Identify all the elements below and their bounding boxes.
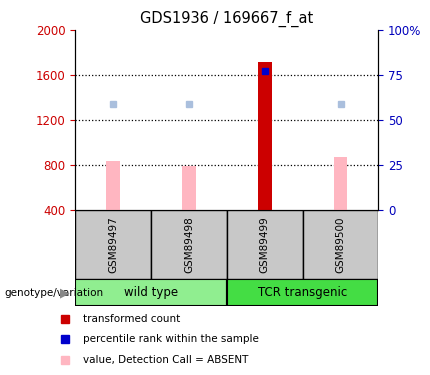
Text: value, Detection Call = ABSENT: value, Detection Call = ABSENT <box>83 355 249 365</box>
Bar <box>75 210 151 279</box>
Bar <box>75 279 227 306</box>
Text: genotype/variation: genotype/variation <box>4 288 104 298</box>
Text: GSM89498: GSM89498 <box>184 216 194 273</box>
Text: TCR transgenic: TCR transgenic <box>258 286 347 299</box>
Bar <box>227 279 378 306</box>
Text: GSM89500: GSM89500 <box>335 216 346 273</box>
Title: GDS1936 / 169667_f_at: GDS1936 / 169667_f_at <box>140 11 313 27</box>
Text: wild type: wild type <box>124 286 178 299</box>
Text: ▶: ▶ <box>60 286 69 299</box>
Bar <box>258 62 271 210</box>
Text: transformed count: transformed count <box>83 314 180 324</box>
Bar <box>227 210 303 279</box>
Bar <box>334 157 347 210</box>
Bar <box>182 166 196 210</box>
Text: percentile rank within the sample: percentile rank within the sample <box>83 334 259 344</box>
Text: GSM89497: GSM89497 <box>108 216 118 273</box>
Bar <box>303 210 378 279</box>
Text: GSM89499: GSM89499 <box>260 216 270 273</box>
Bar <box>106 160 120 210</box>
Bar <box>151 210 227 279</box>
